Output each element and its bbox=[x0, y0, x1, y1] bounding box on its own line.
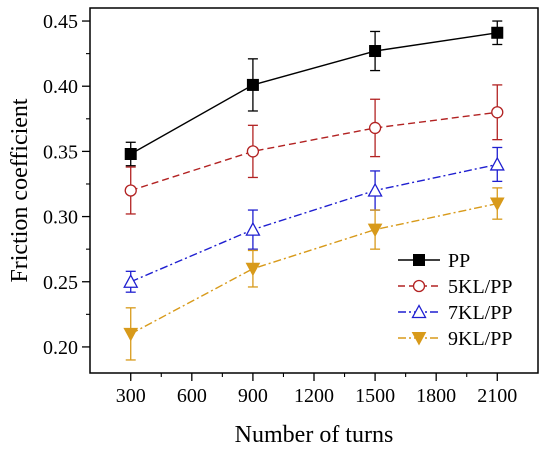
series-5kl-pp bbox=[124, 84, 504, 215]
y-axis-title: Friction coefficient bbox=[7, 98, 33, 282]
series-7kl-pp-point bbox=[245, 221, 261, 236]
x-tick-label: 600 bbox=[177, 385, 207, 407]
series-9kl-pp-line bbox=[130, 202, 498, 335]
x-axis-title: Number of turns bbox=[235, 422, 394, 448]
legend-7kl-pp-label: 7KL/PP bbox=[448, 302, 512, 324]
legend-7kl-pp-marker bbox=[411, 304, 427, 319]
series-pp-point bbox=[124, 148, 137, 160]
y-tick-label: 0.20 bbox=[43, 337, 78, 359]
series-9kl-pp-point bbox=[245, 262, 261, 277]
x-tick-label: 2100 bbox=[477, 385, 517, 407]
series-5kl-pp-point bbox=[246, 145, 260, 158]
x-tick-label: 1800 bbox=[416, 385, 456, 407]
series-9kl-pp-point bbox=[367, 223, 383, 238]
series-7kl-pp-point bbox=[123, 273, 139, 288]
y-tick-label: 0.45 bbox=[43, 11, 78, 33]
series-5kl-pp-point bbox=[491, 106, 504, 119]
legend-5kl-pp-marker bbox=[412, 279, 426, 293]
series-7kl-pp bbox=[123, 146, 505, 293]
x-tick-label: 1500 bbox=[355, 385, 395, 407]
y-tick-label: 0.35 bbox=[43, 141, 78, 163]
series-9kl-pp-point bbox=[123, 327, 139, 342]
legend-9kl-pp-marker bbox=[411, 332, 427, 346]
series-9kl-pp bbox=[123, 187, 505, 361]
y-tick-label: 0.25 bbox=[43, 272, 78, 294]
x-tick-label: 1200 bbox=[294, 385, 334, 407]
series-7kl-pp-point bbox=[489, 156, 505, 171]
series-pp bbox=[124, 20, 504, 167]
series-pp-point bbox=[491, 26, 504, 39]
y-tick-label: 0.40 bbox=[43, 76, 78, 98]
x-tick-label: 300 bbox=[116, 385, 146, 407]
series-5kl-pp-point bbox=[124, 184, 137, 197]
series-5kl-pp-point bbox=[368, 121, 382, 135]
series-7kl-pp-line bbox=[130, 163, 498, 283]
series-pp-point bbox=[369, 45, 382, 58]
legend-9kl-pp-label: 9KL/PP bbox=[448, 328, 512, 350]
series-pp-point bbox=[246, 78, 259, 91]
legend-pp-marker bbox=[413, 254, 425, 266]
x-tick-label: 900 bbox=[238, 385, 268, 407]
series-9kl-pp-point bbox=[489, 197, 505, 212]
legend-5kl-pp-label: 5KL/PP bbox=[448, 276, 512, 298]
series-7kl-pp-point bbox=[367, 182, 383, 197]
series-pp-line bbox=[130, 32, 498, 155]
series-5kl-pp-line bbox=[130, 111, 498, 192]
y-tick-label: 0.30 bbox=[43, 207, 78, 229]
legend-pp-label: PP bbox=[448, 250, 470, 272]
